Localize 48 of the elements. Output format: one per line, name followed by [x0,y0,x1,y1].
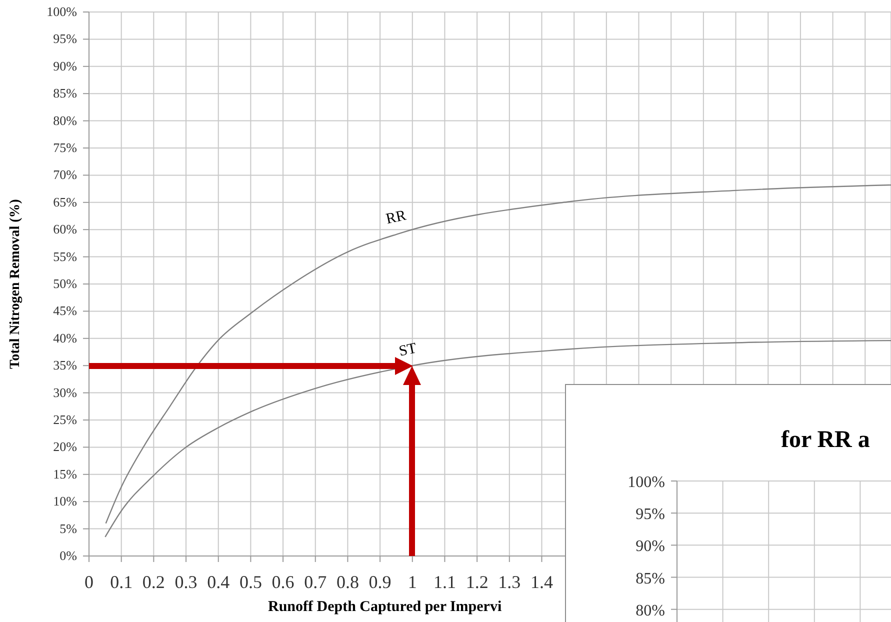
y-tick-label: 25% [53,412,78,427]
y-axis-title: Total Nitrogen Removal (%) [8,198,23,369]
x-tick-label: 1.4 [530,572,553,592]
y-tick-label: 80% [636,602,665,620]
y-tick-label: 95% [53,31,78,46]
y-tick-label: 35% [53,358,78,373]
y-tick-label: 65% [53,194,78,210]
x-tick-label: 0.7 [304,572,327,592]
y-tick-label: 10% [53,494,78,509]
y-tick-label: 15% [53,466,78,482]
y-tick-label: 100% [628,474,665,491]
y-tick-label: 85% [53,86,78,101]
x-tick-label: 0.8 [336,572,359,592]
x-tick-label: 0.3 [174,572,198,592]
x-tick-label: 0.4 [207,572,230,592]
x-tick-label: 1 [408,572,417,592]
y-tick-label: 40% [53,330,78,346]
x-tick-label: 0.6 [272,572,294,592]
y-tick-label: 60% [53,222,78,237]
x-tick-label: 0.9 [368,572,392,592]
x-tick-label: 0.2 [142,572,165,592]
line-series [105,184,891,524]
line-series [104,340,891,538]
text: RR [384,208,408,228]
x-tick-label: 0 [84,572,94,592]
x-tick-label: 0.5 [239,572,262,592]
chart-title: for RR a [781,427,870,454]
y-tick-label: 30% [53,384,78,400]
text: ST [398,340,418,360]
y-tick-label: 75% [53,140,78,155]
x-tick-label: 1.1 [433,572,456,592]
y-tick-label: 95% [636,506,665,524]
y-tick-label: 5% [60,520,78,536]
x-tick-label: 1.3 [498,572,521,592]
y-tick-label: 0% [60,548,78,563]
x-tick-label: 1.2 [466,572,488,592]
y-tick-label: 50% [53,276,78,291]
y-tick-label: 100% [46,4,78,19]
y-tick-label: 20% [53,439,78,454]
y-tick-label: 85% [636,570,665,588]
y-tick-label: 55% [53,248,78,264]
x-tick-label: 0.1 [110,572,133,592]
y-tick-label: 80% [53,112,78,128]
y-tick-label: 45% [53,303,78,318]
x-axis-title: Runoff Depth Captured per Impervi [268,599,502,615]
y-tick-label: 90% [636,538,665,556]
y-tick-label: 90% [53,58,78,74]
y-tick-label: 70% [53,167,78,182]
